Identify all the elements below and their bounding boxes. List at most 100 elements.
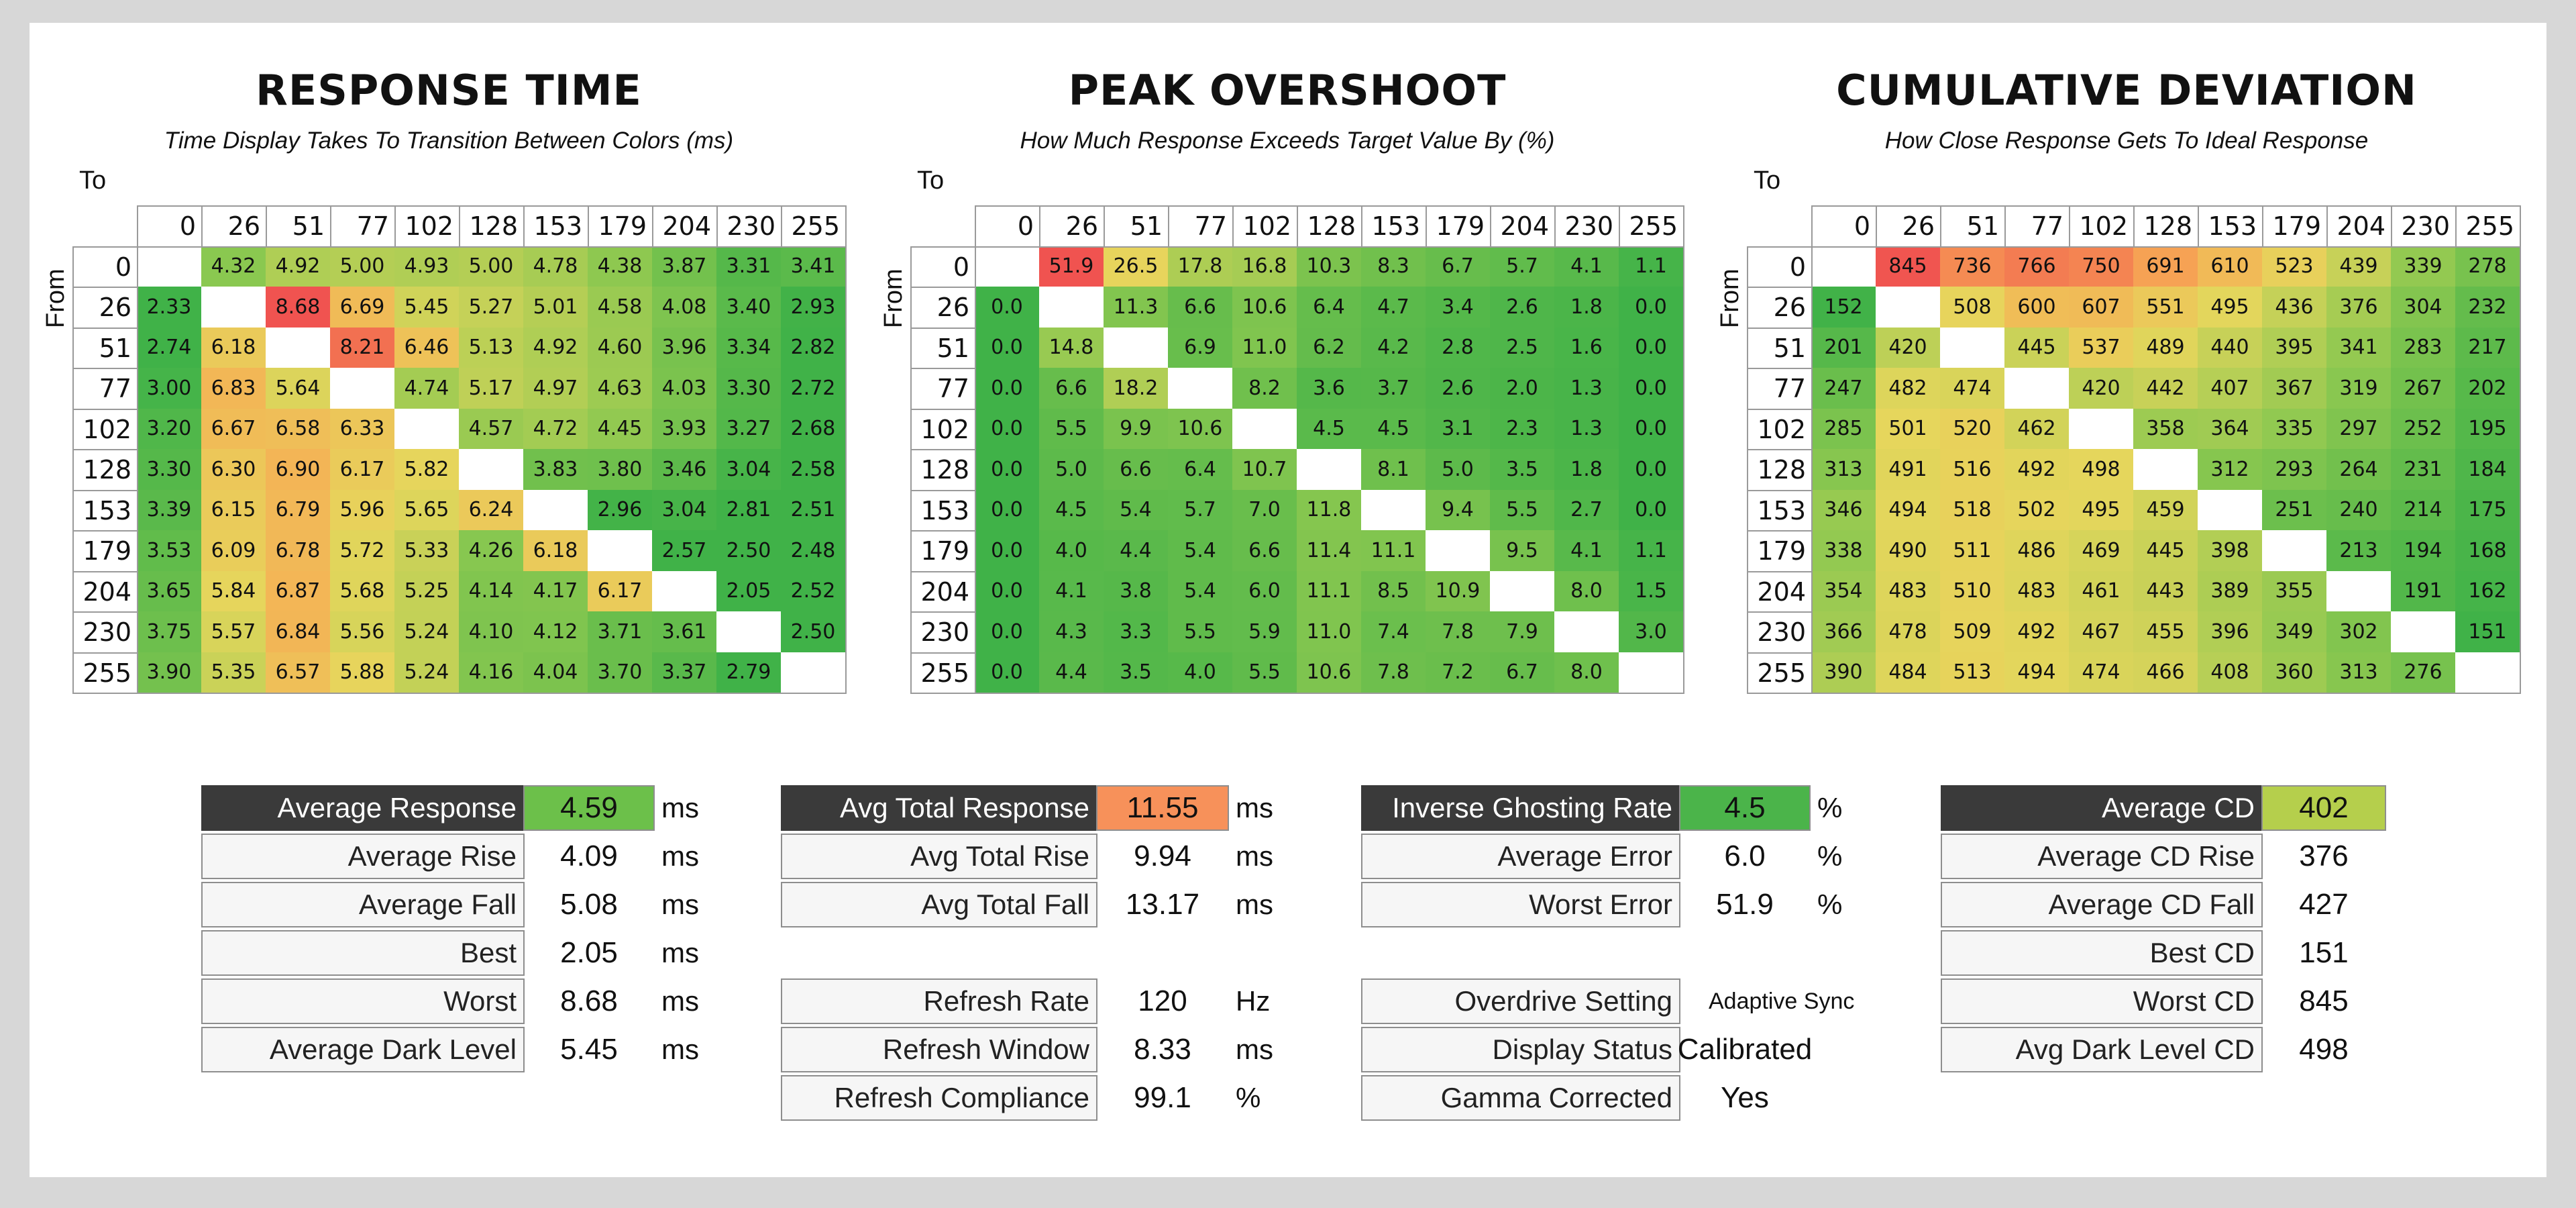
cumulative-deviation-cell: 232	[2455, 287, 2520, 328]
stat-value: 9.94	[1134, 840, 1191, 872]
peak-overshoot-cell: 1.3	[1554, 368, 1619, 409]
response-time-cell: 3.65	[137, 570, 201, 611]
response-time-cell: 2.58	[781, 449, 845, 490]
peak-overshoot-cell: 4.1	[1554, 246, 1619, 287]
peak-overshoot-cell	[1168, 368, 1232, 409]
response-time-cell: 6.69	[330, 287, 394, 328]
response-time-cell: 4.97	[523, 368, 588, 409]
peak-overshoot-cell: 5.5	[1168, 611, 1232, 652]
cumulative-deviation-cell: 478	[1876, 611, 1940, 652]
response-time-cell: 2.33	[137, 287, 201, 328]
peak-overshoot-from-level-179: 179	[910, 530, 976, 572]
cumulative-deviation-cell: 364	[2198, 408, 2262, 449]
peak-overshoot-cell: 0.0	[975, 652, 1039, 693]
stat-label: Average CD Rise	[1941, 834, 2263, 879]
peak-overshoot-to-level-26: 26	[1039, 205, 1105, 248]
peak-overshoot-cell: 11.8	[1297, 489, 1361, 530]
stat-label: Refresh Window	[781, 1027, 1097, 1072]
response-time-cell	[588, 530, 652, 571]
stat-label: Worst Error	[1361, 882, 1680, 927]
response-time-cell: 6.18	[201, 327, 266, 368]
stat-label: Avg Total Rise	[781, 834, 1097, 879]
response-time-cell: 2.50	[716, 530, 781, 571]
peak-overshoot-cell: 4.5	[1039, 489, 1104, 530]
cumulative-deviation-cell: 461	[2069, 570, 2133, 611]
stat-label: Worst CD	[1941, 978, 2263, 1024]
stat-row: Best 2.05 ms	[201, 930, 710, 976]
stat-unit: %	[1236, 1082, 1261, 1113]
response-time-cell: 4.92	[266, 246, 330, 287]
cumulative-deviation-cell	[1940, 327, 2004, 368]
cumulative-deviation-cell: 367	[2262, 368, 2326, 409]
response-time-cell: 3.61	[652, 611, 716, 652]
cumulative-deviation-cell: 502	[2004, 489, 2069, 530]
response-time-to-level-51: 51	[266, 205, 331, 248]
cumulative-deviation-cell: 610	[2198, 246, 2262, 287]
peak-overshoot-cell: 5.5	[1232, 652, 1297, 693]
peak-overshoot-cell: 6.0	[1232, 570, 1297, 611]
response-time-cell: 2.81	[716, 489, 781, 530]
cumulative-deviation-cell: 486	[2004, 530, 2069, 571]
peak-overshoot-cell: 3.0	[1619, 611, 1683, 652]
peak-overshoot-cell	[1490, 570, 1554, 611]
response-time-cell: 5.01	[523, 287, 588, 328]
cumulative-deviation-cell	[2069, 408, 2133, 449]
stat-value: 4.09	[560, 840, 618, 872]
peak-overshoot-to-level-102: 102	[1232, 205, 1298, 248]
peak-overshoot-cell: 6.4	[1297, 287, 1361, 328]
peak-overshoot-cell: 2.3	[1490, 408, 1554, 449]
cumulative-deviation-cell: 191	[2391, 570, 2455, 611]
response-time-from-level-128: 128	[72, 449, 138, 491]
stat-value: 8.33	[1134, 1033, 1191, 1066]
results-card: RESPONSE TIME Time Display Takes To Tran…	[30, 23, 2546, 1177]
response-time-cell: 3.30	[716, 368, 781, 409]
response-time-cell	[137, 246, 201, 287]
peak-overshoot-cell: 5.7	[1490, 246, 1554, 287]
response-time-cell: 6.78	[266, 530, 330, 571]
peak-overshoot-cell: 0.0	[975, 408, 1039, 449]
response-time-cell: 4.45	[588, 408, 652, 449]
cumulative-deviation-cell: 252	[2391, 408, 2455, 449]
peak-overshoot-cell: 5.4	[1168, 570, 1232, 611]
stat-value: 99.1	[1134, 1081, 1191, 1114]
peak-overshoot-cell: 18.2	[1104, 368, 1168, 409]
cumulative-deviation-cell: 276	[2391, 652, 2455, 693]
stat-value: 51.9	[1716, 888, 1774, 921]
cumulative-deviation-from-level-230: 230	[1747, 611, 1813, 654]
stat-label: Worst	[201, 978, 525, 1024]
stat-value: 120	[1138, 985, 1187, 1017]
cumulative-deviation-to-level-179: 179	[2262, 205, 2328, 248]
stat-row: Best CD 151	[1941, 930, 2441, 976]
cumulative-deviation-cell: 498	[2069, 449, 2133, 490]
peak-overshoot-cell: 1.1	[1619, 246, 1683, 287]
response-time-cell: 3.46	[652, 449, 716, 490]
stat-value: Yes	[1721, 1081, 1769, 1114]
response-time-cell: 3.71	[588, 611, 652, 652]
stat-unit: ms	[661, 889, 699, 920]
cumulative-deviation-cell: 293	[2262, 449, 2326, 490]
response-time-cell: 5.57	[201, 611, 266, 652]
peak-overshoot-from-level-230: 230	[910, 611, 976, 654]
cumulative-deviation-from-level-51: 51	[1747, 327, 1813, 369]
stat-unit: ms	[661, 840, 699, 872]
stat-row: Refresh Rate 120 Hz	[781, 978, 1284, 1024]
cumulative-deviation-from-axis-label: From	[1716, 268, 1744, 328]
stat-row: Display Status Calibrated	[1361, 1027, 1866, 1072]
cumulative-deviation-to-level-255: 255	[2455, 205, 2521, 248]
peak-overshoot-cell: 3.1	[1426, 408, 1490, 449]
cumulative-deviation-cell: 264	[2326, 449, 2391, 490]
peak-overshoot-from-axis-label: From	[879, 268, 908, 328]
peak-overshoot-cell: 10.6	[1232, 287, 1297, 328]
response-time-cell: 4.72	[523, 408, 588, 449]
response-time-cell: 3.75	[137, 611, 201, 652]
response-time-cell: 2.05	[716, 570, 781, 611]
stat-row: Avg Total Fall 13.17 ms	[781, 882, 1284, 927]
cumulative-deviation-cell: 283	[2391, 327, 2455, 368]
peak-overshoot-cell: 4.5	[1297, 408, 1361, 449]
response-time-cell	[716, 611, 781, 652]
stat-row: Inverse Ghosting Rate 4.5%	[1361, 785, 1866, 831]
cumulative-deviation-cell: 750	[2069, 246, 2133, 287]
peak-overshoot-cell: 14.8	[1039, 327, 1104, 368]
peak-overshoot-to-level-51: 51	[1104, 205, 1169, 248]
peak-overshoot-cell: 11.1	[1297, 570, 1361, 611]
